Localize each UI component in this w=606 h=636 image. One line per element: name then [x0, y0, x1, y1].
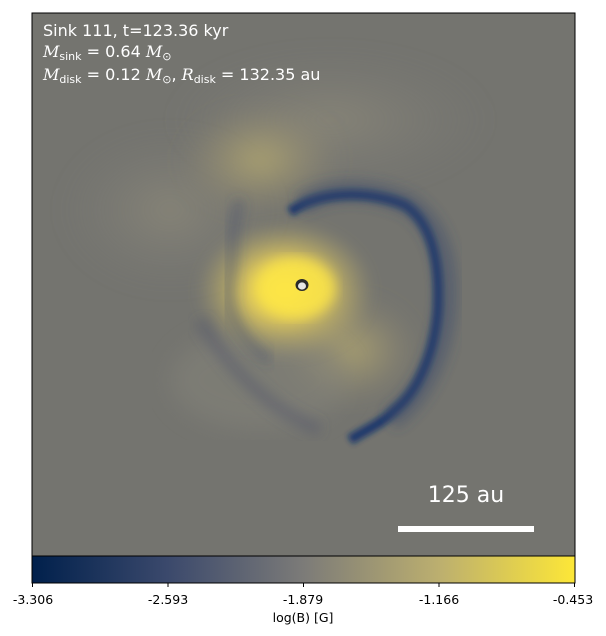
radius-symbol: R	[181, 65, 194, 84]
sink-title: Sink 111, t=123.36 kyr	[43, 21, 229, 40]
disk-subscript: disk	[193, 73, 216, 86]
colorbar-tick-label: -0.453	[552, 592, 594, 607]
colorbar	[31, 555, 576, 584]
sink-mass-label: Msink = 0.64 M⊙	[43, 42, 171, 67]
map-panel	[32, 13, 575, 556]
upper-warm-lobe	[180, 105, 340, 215]
colorbar-tick-label: -1.166	[418, 592, 460, 607]
mass-symbol: M	[145, 42, 163, 61]
mass-symbol: M	[43, 42, 60, 61]
scale-bar-label: 125 au	[427, 483, 505, 508]
sink-mass-value: = 0.64	[86, 42, 141, 61]
sink-subscript: sink	[59, 50, 82, 63]
colorbar-tick-label: -1.879	[282, 592, 324, 607]
high-field-core-center	[255, 258, 335, 318]
scale-bar	[398, 526, 534, 532]
disk-radius-value: = 132.35 au	[220, 65, 321, 84]
colorbar-ticks	[32, 583, 575, 587]
colorbar-tick-label: -3.306	[12, 592, 54, 607]
sun-symbol: ⊙	[162, 50, 172, 63]
disk-label: Mdisk = 0.12 M⊙, Rdisk = 132.35 au	[43, 65, 320, 90]
sink-particle	[298, 282, 306, 290]
mass-symbol: M	[145, 65, 163, 84]
mass-symbol: M	[43, 65, 60, 84]
colorbar-label: log(B) [G]	[272, 610, 334, 625]
disk-subscript: disk	[59, 73, 82, 86]
disk-mass-value: = 0.12	[86, 65, 141, 84]
colorbar-tick-label: -2.593	[147, 592, 189, 607]
sun-symbol: ⊙	[162, 73, 172, 86]
low-field-left-arc	[193, 316, 323, 437]
low-field-inner-arc	[224, 198, 273, 365]
low-field-ring-halo	[293, 180, 459, 430]
separator: ,	[171, 65, 177, 84]
